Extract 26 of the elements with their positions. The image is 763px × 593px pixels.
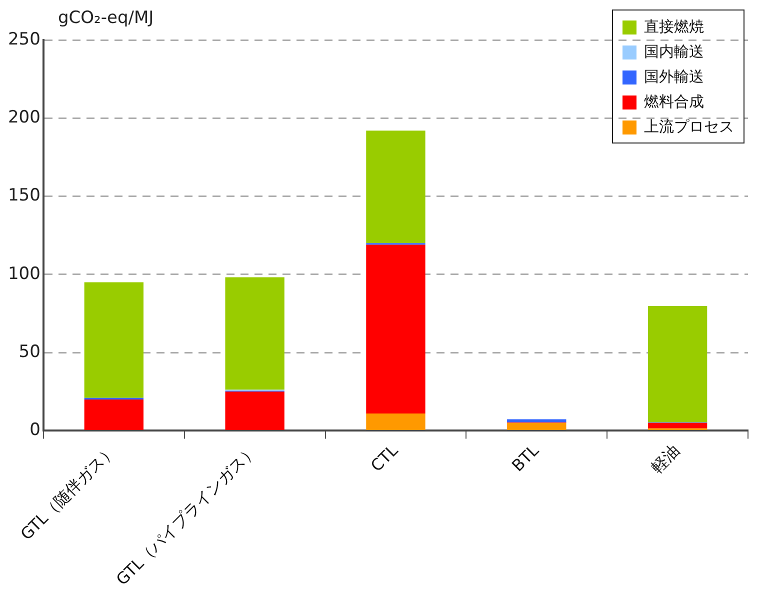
x-tick-label: 軽油 [647, 440, 684, 477]
bar [507, 419, 566, 422]
bar [84, 399, 144, 430]
legend-label: 上流プロセス [644, 117, 734, 136]
y-tick-label: 200 [8, 108, 40, 128]
x-tick-label: CTL [366, 440, 402, 476]
x-tick-label: BTL [508, 440, 542, 476]
legend-label: 直接燃焼 [644, 17, 704, 36]
bar [225, 392, 284, 430]
legend-label: 燃料合成 [644, 92, 704, 110]
y-tick-label: 100 [8, 264, 40, 284]
bar [648, 422, 708, 428]
bar [366, 130, 426, 244]
y-axis-title: gCO₂-eq/MJ [58, 8, 154, 28]
bar [366, 414, 426, 430]
legend-label: 国外輸送 [644, 67, 704, 86]
bar [84, 282, 144, 398]
y-tick-label: 150 [8, 186, 40, 206]
bar [648, 306, 708, 422]
y-tick-label: 50 [18, 342, 40, 362]
y-tick-label: 0 [30, 420, 40, 440]
bar [366, 244, 426, 414]
y-tick-label: 250 [8, 29, 40, 50]
bar [225, 277, 284, 390]
bar [507, 422, 566, 430]
legend-label: 国内輸送 [644, 42, 704, 60]
